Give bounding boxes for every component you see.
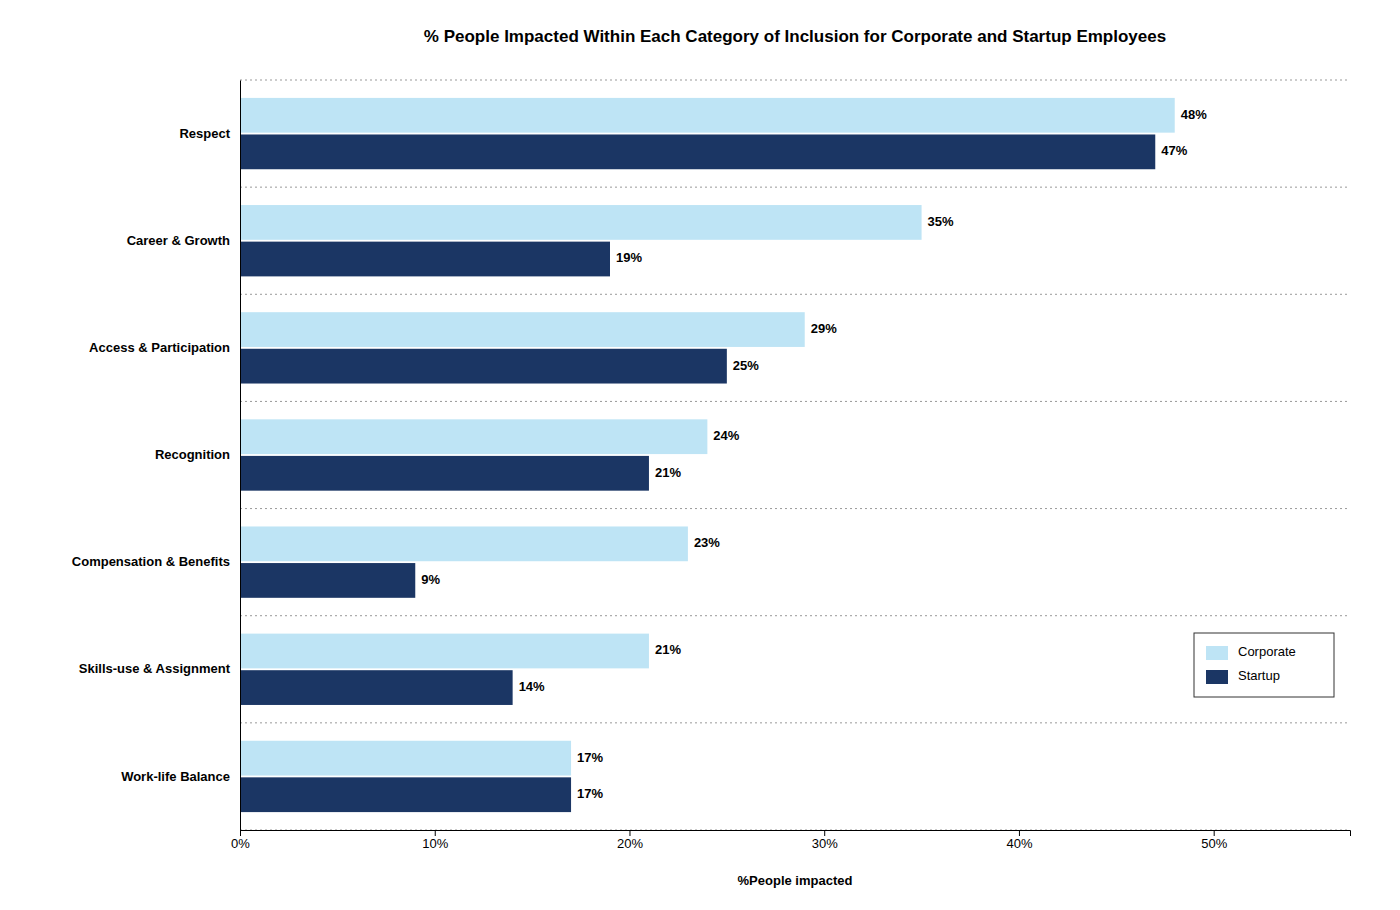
x-tick-label: 20% — [617, 836, 643, 851]
data-label: 35% — [928, 214, 954, 229]
data-label: 29% — [811, 321, 837, 336]
x-axis-line — [241, 831, 1351, 837]
y-tick: Respect — [179, 126, 230, 141]
y-tick: Career & Growth — [127, 233, 230, 248]
title: % People Impacted Within Each Category o… — [424, 27, 1166, 46]
data-label: 24% — [713, 428, 739, 443]
x-tick-mark — [1214, 830, 1215, 836]
bar — [240, 741, 571, 776]
y-tick: Recognition — [155, 447, 230, 462]
x-tick-mark — [629, 830, 630, 836]
bar — [240, 456, 649, 491]
x-tick: 30% — [812, 830, 838, 851]
y-tick: Compensation & Benefits — [72, 554, 230, 569]
group-separator — [240, 615, 1350, 616]
bar — [240, 312, 805, 347]
y-tick: Work-life Balance — [121, 769, 230, 784]
y-tick-label: Respect — [179, 126, 230, 141]
y-axis-line — [240, 81, 241, 831]
x-tick: 50% — [1201, 830, 1227, 851]
x-tick: 0% — [231, 830, 250, 851]
bar — [240, 242, 610, 277]
x-axis: 0% 10% 20% 30% 40% 50% — [231, 830, 1350, 851]
group-separator — [240, 401, 1350, 402]
y-tick-label: Access & Participation — [89, 340, 230, 355]
y-tick-label: Work-life Balance — [121, 769, 230, 784]
x-tick-label: 40% — [1006, 836, 1032, 851]
bar — [240, 419, 707, 454]
data-label: 23% — [694, 535, 720, 550]
bar — [240, 98, 1175, 133]
x-tick-label: 10% — [422, 836, 448, 851]
x-tick: 20% — [617, 830, 643, 851]
data-label: 14% — [519, 679, 545, 694]
x-tick-mark — [824, 830, 825, 836]
data-label: 21% — [655, 465, 681, 480]
data-label: 48% — [1181, 107, 1207, 122]
data-label: 19% — [616, 250, 642, 265]
data-label: 47% — [1161, 143, 1187, 158]
bar — [240, 634, 649, 669]
group-separator — [240, 722, 1350, 723]
x-tick-mark — [240, 830, 241, 836]
chart: 48% 35% 29% 24% 23% 21% 17% 47% 19% 25% 21% 9% 14% 17… — [0, 0, 1400, 910]
group-separators — [240, 80, 1350, 830]
legend: Corporate Startup — [1194, 633, 1334, 697]
x-tick-label: 0% — [231, 836, 250, 851]
bar — [240, 563, 415, 598]
group-separator — [240, 294, 1350, 295]
x-axis-title: %People impacted — [738, 873, 853, 888]
x-tick-mark — [435, 830, 436, 836]
x-tick-label: 30% — [812, 836, 838, 851]
y-tick: Skills-use & Assignment — [79, 661, 231, 676]
legend-label: Corporate — [1238, 644, 1296, 659]
y-tick: Access & Participation — [89, 340, 230, 355]
legend-label: Startup — [1238, 668, 1280, 683]
group-separator — [240, 187, 1350, 188]
y-tick-label: Compensation & Benefits — [72, 554, 230, 569]
bar — [240, 526, 688, 561]
group-separator — [240, 80, 1350, 81]
x-tick-mark — [1019, 830, 1020, 836]
data-label: 17% — [577, 786, 603, 801]
legend-item: Corporate — [1206, 644, 1296, 660]
bar — [240, 205, 922, 240]
bar — [240, 134, 1155, 169]
x-tick: 40% — [1006, 830, 1032, 851]
x-tick: 10% — [422, 830, 448, 851]
data-labels: 48% 35% 29% 24% 23% 21% 17% 47% 19% 25% 21% 9% 14% 17… — [421, 107, 1207, 801]
x-tick-label: 50% — [1201, 836, 1227, 851]
y-tick-label: Recognition — [155, 447, 230, 462]
bar — [240, 349, 727, 384]
plot-area: 48% 35% 29% 24% 23% 21% 17% 47% 19% 25% 21% 9% 14% 17… — [72, 80, 1351, 851]
y-tick-label: Skills-use & Assignment — [79, 661, 231, 676]
legend-item: Startup — [1206, 668, 1280, 684]
bars — [240, 98, 1175, 812]
data-label: 25% — [733, 358, 759, 373]
data-label: 9% — [421, 572, 440, 587]
data-label: 21% — [655, 642, 681, 657]
bar — [240, 777, 571, 812]
data-label: 17% — [577, 750, 603, 765]
y-axis: Respect Career & Growth Access & Participa… — [72, 81, 241, 831]
legend-swatch — [1206, 646, 1228, 660]
y-tick-label: Career & Growth — [127, 233, 230, 248]
bar — [240, 670, 513, 705]
legend-frame — [1194, 633, 1334, 697]
legend-swatch — [1206, 670, 1228, 684]
group-separator — [240, 508, 1350, 509]
